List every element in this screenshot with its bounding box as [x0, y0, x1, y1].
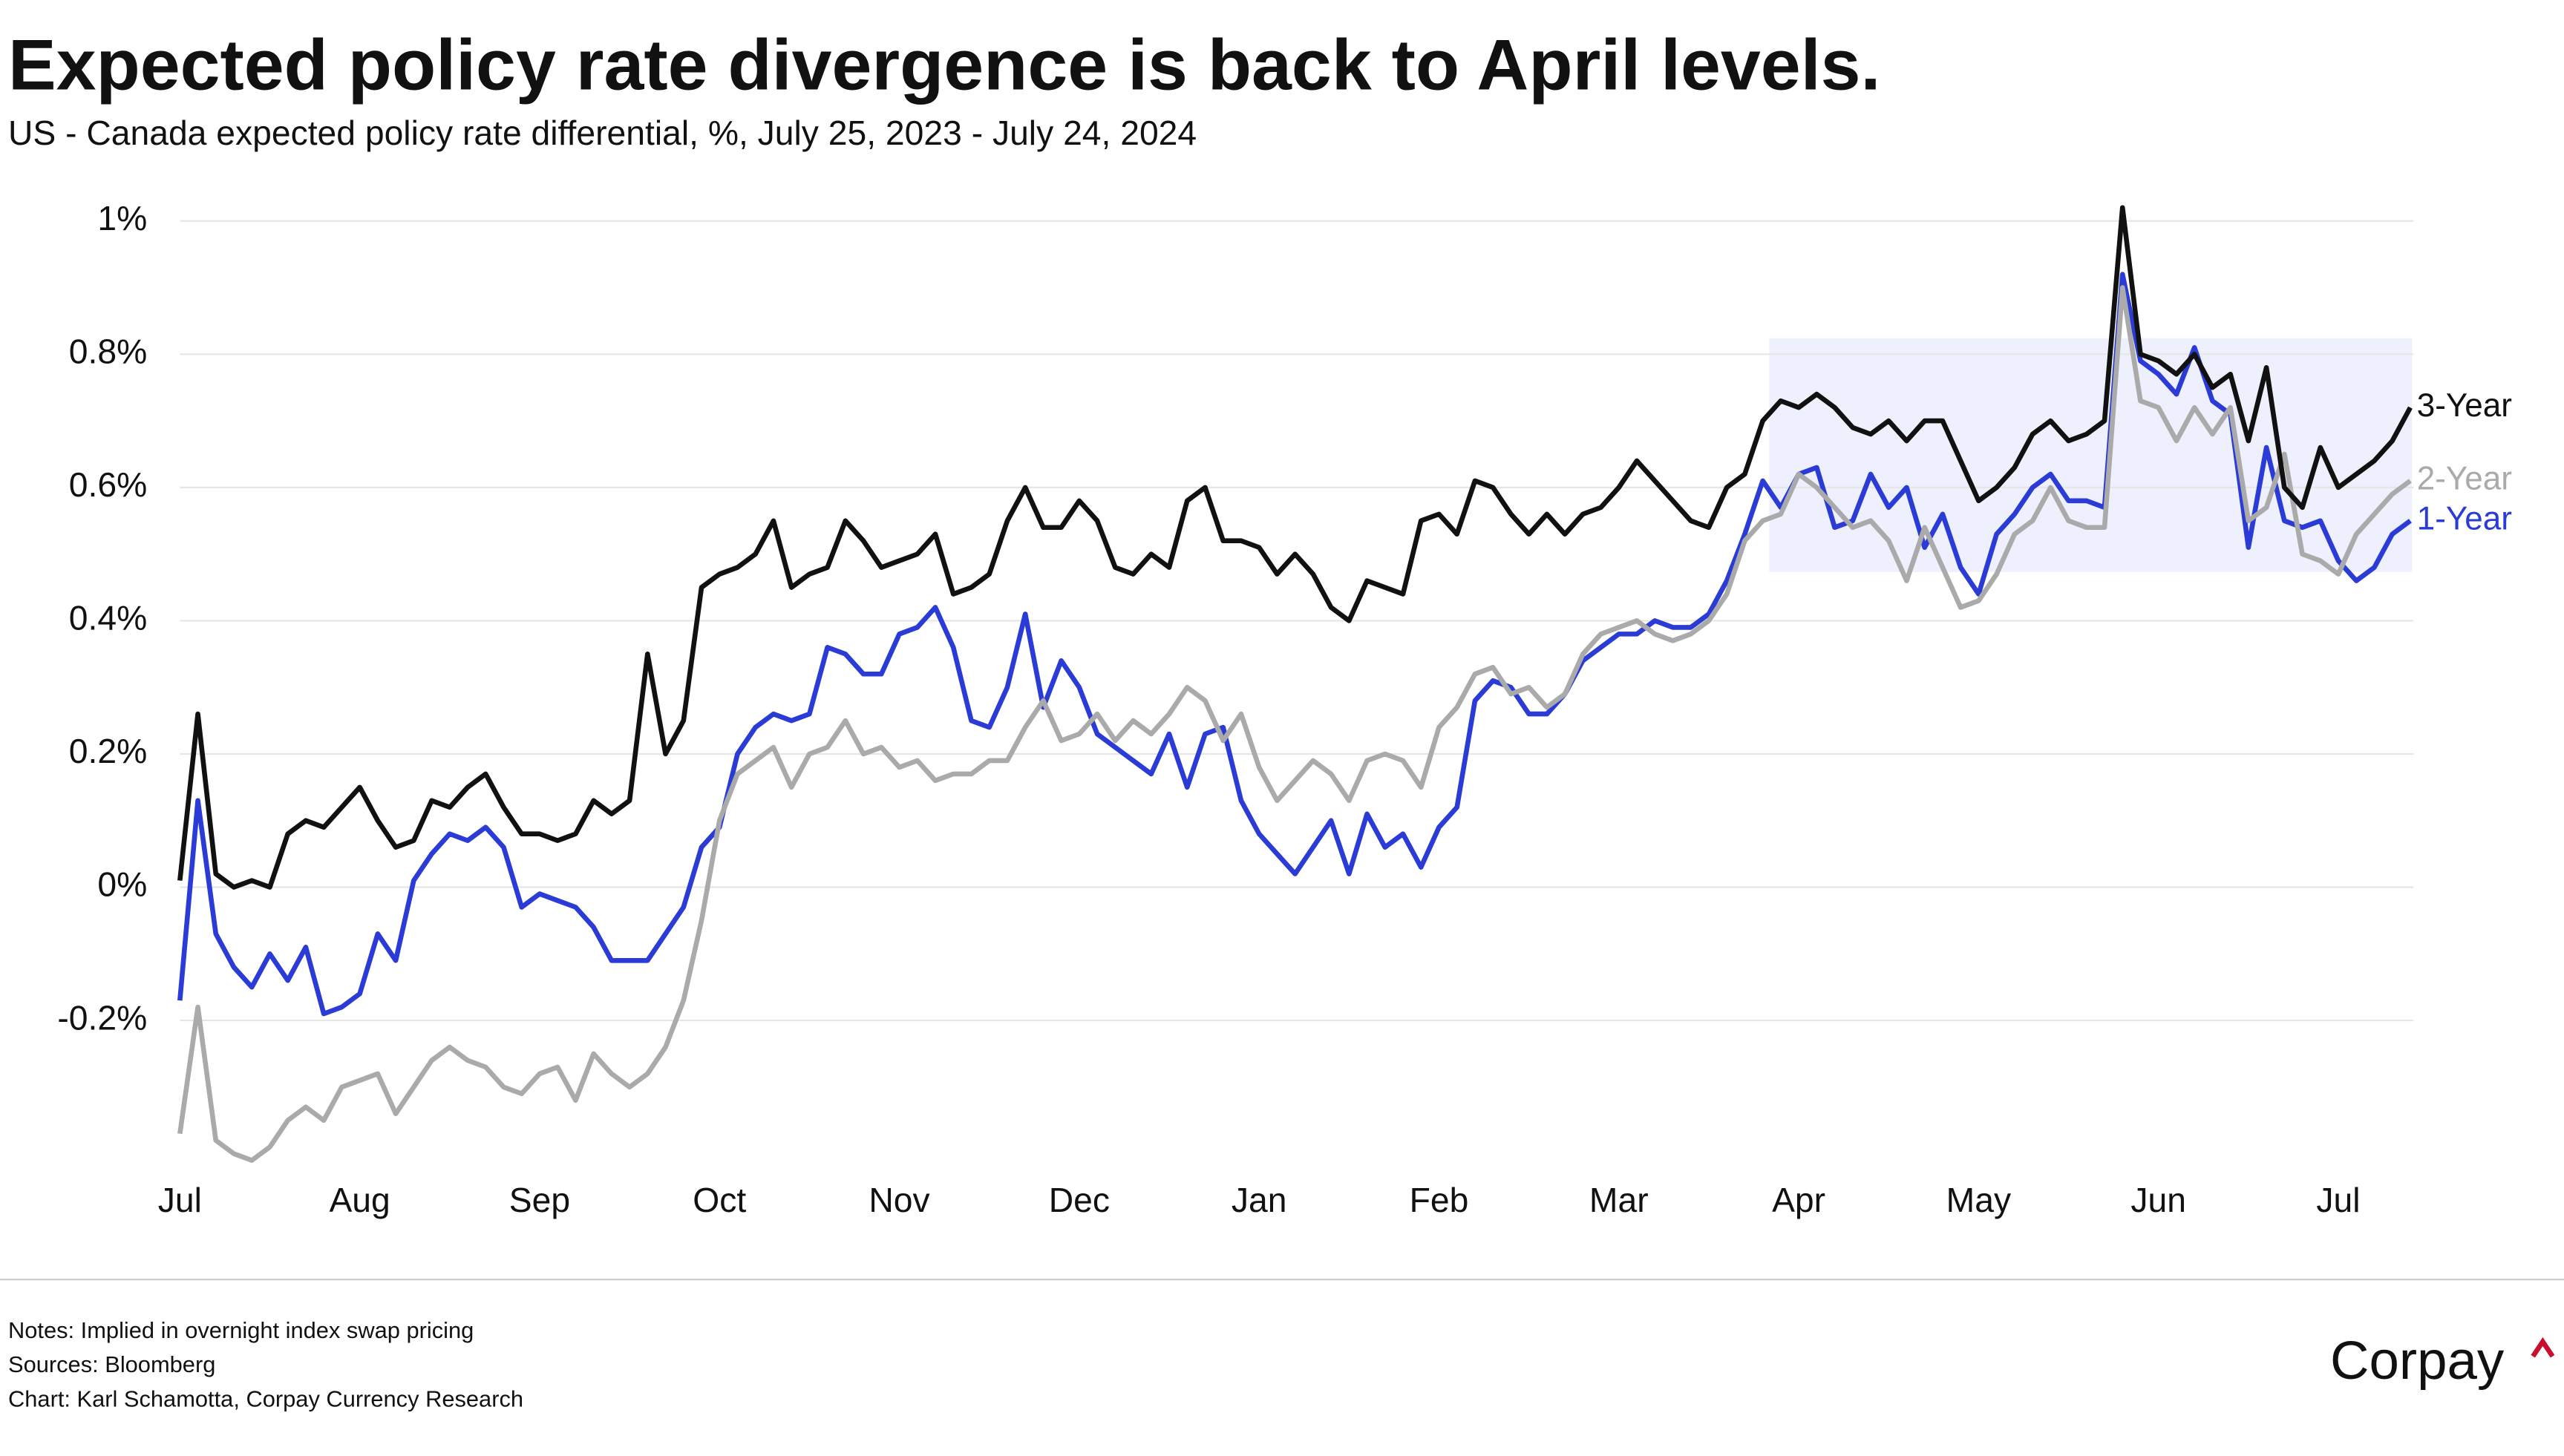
x-tick-label: Oct [693, 1181, 746, 1219]
legend-label: 2-Year [2417, 461, 2512, 497]
legend-label: 1-Year [2417, 500, 2512, 537]
y-tick-label: 0% [97, 865, 147, 904]
x-tick-label: Aug [329, 1181, 390, 1219]
chart-title: Expected policy rate divergence is back … [8, 24, 1880, 105]
grid: -0.2% 0% 0.2% 0.4% 0.6% 0.8% 1% Jul Aug Sep Oct Nov… [57, 199, 2414, 1219]
x-tick-label: Jul [2316, 1181, 2360, 1219]
x-tick-label: Apr [1772, 1181, 1825, 1219]
series-line [177, 285, 2412, 1163]
chart-subtitle: US - Canada expected policy rate differe… [8, 114, 1197, 152]
x-tick-label: Feb [1410, 1181, 1469, 1219]
highlight-box [1769, 338, 2413, 572]
y-tick-label: -0.2% [57, 998, 147, 1037]
x-tick-label: May [1946, 1181, 2012, 1219]
x-tick-label: Jul [158, 1181, 202, 1219]
credit: Chart: Karl Schamotta, Corpay Currency R… [8, 1386, 523, 1411]
y-tick-label: 0.6% [69, 465, 147, 504]
y-tick-label: 0.2% [69, 732, 147, 770]
x-tick-label: Mar [1589, 1181, 1649, 1219]
y-tick-label: 0.4% [69, 599, 147, 637]
x-tick-label: Jun [2130, 1181, 2186, 1219]
x-tick-label: Nov [869, 1181, 929, 1219]
logo-caret [2531, 1337, 2555, 1358]
series-line [177, 205, 2413, 890]
legend-label: 3-Year [2417, 387, 2512, 424]
x-tick-label: Jan [1232, 1181, 1287, 1219]
y-tick-label: 1% [97, 199, 147, 237]
source: Sources: Bloomberg [8, 1351, 215, 1377]
x-tick-label: Dec [1049, 1181, 1110, 1219]
series-line [177, 272, 2412, 1017]
logo: Corpay [2330, 1331, 2505, 1391]
y-tick-label: 0.8% [69, 332, 147, 371]
notes: Notes: Implied in overnight index swap p… [8, 1317, 474, 1343]
x-tick-label: Sep [509, 1181, 570, 1219]
